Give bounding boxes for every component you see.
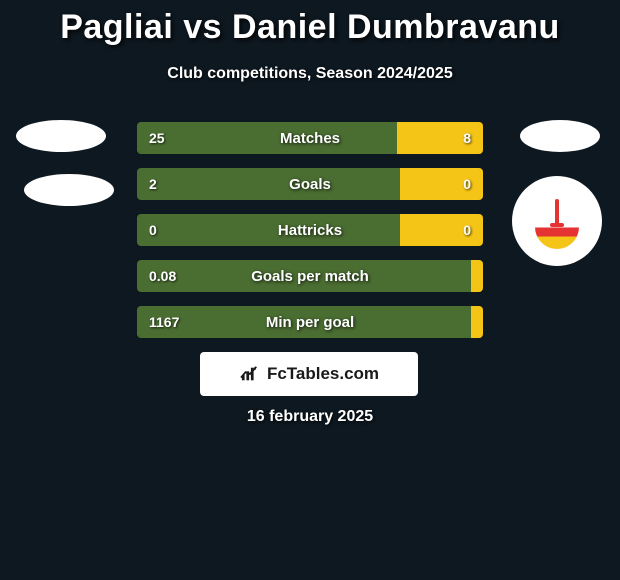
stat-left-value: 0 bbox=[137, 214, 400, 246]
brand-link[interactable]: FcTables.com bbox=[200, 352, 418, 396]
page-title: Pagliai vs Daniel Dumbravanu bbox=[0, 0, 620, 47]
stat-row: 1167Min per goal bbox=[135, 304, 485, 340]
player1-logo-1 bbox=[16, 120, 106, 152]
stat-right-value: 8 bbox=[397, 122, 484, 154]
player1-logo-2 bbox=[24, 174, 114, 206]
stat-row: 0.08Goals per match bbox=[135, 258, 485, 294]
stat-left-value: 25 bbox=[137, 122, 397, 154]
stat-right-value bbox=[471, 306, 483, 338]
date-text: 16 february 2025 bbox=[0, 408, 620, 426]
stat-left-value: 1167 bbox=[137, 306, 471, 338]
chart-icon bbox=[239, 365, 261, 383]
stat-right-value: 0 bbox=[400, 214, 483, 246]
player2-logo-1 bbox=[520, 120, 600, 152]
stat-right-value: 0 bbox=[400, 168, 483, 200]
stat-row: 258Matches bbox=[135, 120, 485, 156]
stat-left-value: 2 bbox=[137, 168, 400, 200]
comparison-chart: 258Matches 20Goals 00Hattricks 0.08Goals pe… bbox=[135, 120, 485, 350]
player2-logo-2 bbox=[512, 176, 602, 266]
club-badge-icon bbox=[535, 193, 579, 249]
stat-right-value bbox=[471, 260, 483, 292]
stat-row: 20Goals bbox=[135, 166, 485, 202]
brand-text: FcTables.com bbox=[267, 364, 379, 384]
stat-row: 00Hattricks bbox=[135, 212, 485, 248]
subtitle: Club competitions, Season 2024/2025 bbox=[0, 65, 620, 83]
stat-left-value: 0.08 bbox=[137, 260, 471, 292]
